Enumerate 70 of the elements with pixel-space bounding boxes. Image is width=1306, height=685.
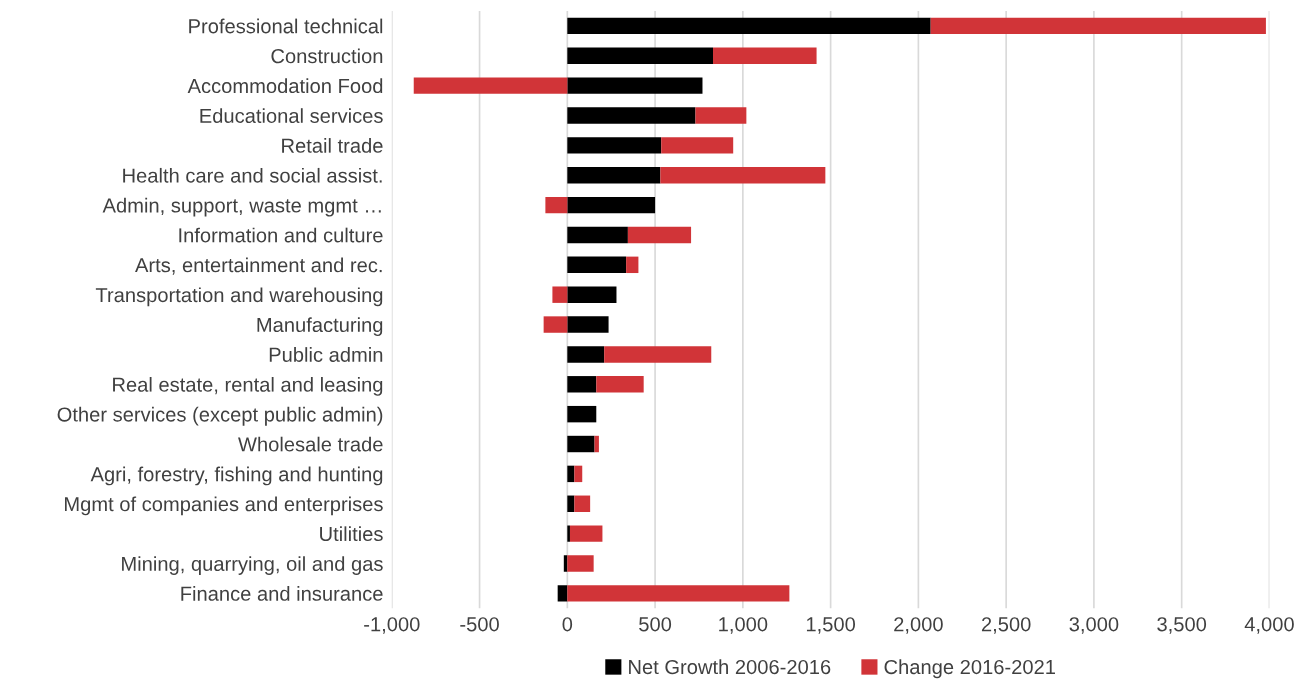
bar — [713, 47, 817, 64]
y-tick-label: Arts, entertainment and rec. — [135, 257, 382, 275]
bar — [567, 107, 696, 124]
bar — [567, 167, 661, 184]
bar — [574, 465, 583, 483]
y-tick-label: Finance and insurance — [181, 586, 383, 601]
bar — [567, 77, 703, 94]
bar — [557, 585, 568, 602]
y-tick-label: Manufacturing — [257, 317, 383, 337]
x-tick-label: -500 — [460, 617, 499, 632]
y-tick-label: Other services (except public admin) — [57, 406, 383, 426]
legend-label: Change 2016-2021 — [884, 659, 1055, 679]
bar — [626, 256, 639, 274]
bar — [413, 77, 568, 94]
y-tick-label: Admin, support, waste mgmt … — [102, 197, 381, 217]
bar — [567, 376, 597, 393]
x-tick-label: 4,000 — [1244, 617, 1294, 634]
bar — [567, 196, 656, 214]
bar — [567, 555, 594, 572]
bar — [567, 47, 714, 64]
y-tick-label: Construction — [271, 48, 383, 64]
y-tick-label: Public admin — [269, 347, 383, 362]
y-tick-label: Real estate, rental and leasing — [113, 376, 383, 396]
bar — [567, 316, 609, 333]
bar — [545, 196, 568, 214]
bar — [660, 167, 826, 184]
bar — [574, 495, 591, 512]
y-tick-label: Agri, forestry, fishing and hunting — [90, 466, 383, 486]
bar — [567, 17, 931, 35]
legend-label: Net Growth 2006-2016 — [629, 659, 831, 675]
bar — [604, 346, 712, 363]
bar — [567, 137, 662, 154]
y-tick-label: Mining, quarrying, oil and gas — [122, 556, 383, 575]
bar — [567, 525, 570, 542]
x-tick-label: 1,500 — [806, 617, 856, 634]
x-tick-label: 1,000 — [719, 617, 768, 634]
bar — [596, 376, 644, 393]
bar — [543, 316, 568, 333]
y-tick-label: Utilities — [320, 526, 383, 542]
bar — [567, 226, 628, 244]
bar — [567, 256, 627, 274]
y-tick-label: Retail trade — [282, 138, 383, 153]
x-tick-label: 2,500 — [981, 617, 1031, 634]
y-tick-label: Wholesale trade — [238, 436, 383, 452]
x-tick-label: 500 — [639, 617, 672, 632]
y-tick-label: Health care and social assist. — [123, 167, 382, 183]
y-tick-label: Transportation and warehousing — [95, 287, 383, 307]
x-tick-label: 0 — [562, 617, 573, 632]
bar — [567, 435, 595, 453]
bar — [661, 137, 734, 154]
bar — [695, 107, 747, 124]
bar — [567, 465, 575, 483]
y-tick-label: Information and culture — [179, 227, 383, 243]
bar — [930, 17, 1266, 35]
y-tick-label: Mgmt of companies and enterprises — [65, 496, 383, 516]
x-tick-label: -1,000 — [364, 617, 420, 634]
bar — [627, 226, 692, 244]
x-tick-label: 3,000 — [1069, 617, 1119, 634]
bar — [567, 585, 790, 602]
bar — [567, 346, 605, 363]
x-tick-label: 2,000 — [894, 617, 943, 634]
bar — [552, 286, 568, 303]
bar — [569, 525, 603, 542]
y-tick-label: Accommodation Food — [187, 78, 383, 94]
bar — [567, 495, 575, 512]
y-tick-label: Educational services — [200, 108, 383, 123]
x-tick-label: 3,500 — [1157, 617, 1207, 634]
bar — [567, 405, 597, 423]
bar — [567, 286, 617, 303]
y-tick-label: Professional technical — [189, 18, 383, 34]
